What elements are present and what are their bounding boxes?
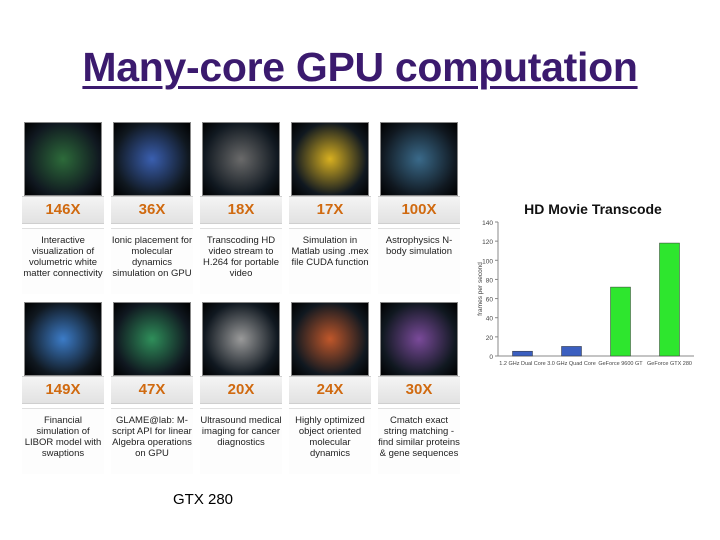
chart-title: HD Movie Transcode xyxy=(524,201,662,217)
bar xyxy=(512,350,533,357)
galaxy-image xyxy=(380,122,458,196)
tile-description: Astrophysics N-body simulation xyxy=(378,228,460,294)
y-tick-label: 60 xyxy=(486,297,494,304)
speedup-tile: 100X Astrophysics N-body simulation xyxy=(378,118,460,294)
molecule-image xyxy=(113,122,191,196)
speedup-tile: 149X Financial simulation of LIBOR model … xyxy=(22,298,104,474)
speedup-tile: 47X GLAME@lab: M-script API for linear Al… xyxy=(111,298,193,474)
speedup-label: 100X xyxy=(378,196,460,224)
speedup-tile: 146X Interactive visualization of volumet… xyxy=(22,118,104,294)
tile-description: Cmatch exact string matching - find simi… xyxy=(378,408,460,474)
brain-volume-image xyxy=(24,122,102,196)
speedup-label: 47X xyxy=(111,376,193,404)
slide-title: Many-core GPU computation xyxy=(82,44,638,90)
tile-description: Highly optimized object oriented molecul… xyxy=(289,408,371,474)
tile-description: Simulation in Matlab using .mex file CUD… xyxy=(289,228,371,294)
x-tick-label: 3.0 GHz Quad Core xyxy=(547,361,596,367)
speedup-grid: 146X Interactive visualization of volumet… xyxy=(22,118,462,478)
x-tick-label: GeForce GTX 280 xyxy=(647,361,692,367)
sequence-image xyxy=(380,302,458,376)
slide-caption: GTX 280 xyxy=(173,491,234,508)
heatmap-image xyxy=(291,122,369,196)
speedup-label: 18X xyxy=(200,196,282,224)
ultrasound-image xyxy=(202,302,280,376)
bar xyxy=(561,346,582,357)
tile-description: GLAME@lab: M-script API for linear Algeb… xyxy=(111,408,193,474)
tile-description: Ionic placement for molecular dynamics s… xyxy=(111,228,193,294)
finance-chart-image xyxy=(24,302,102,376)
bar xyxy=(659,242,680,357)
speedup-label: 17X xyxy=(289,196,371,224)
speedup-label: 146X xyxy=(22,196,104,224)
speedup-label: 24X xyxy=(289,376,371,404)
speedup-label: 30X xyxy=(378,376,460,404)
y-tick-label: 40 xyxy=(486,316,494,323)
tile-description: Interactive visualization of volumetric … xyxy=(22,228,104,294)
speedup-label: 20X xyxy=(200,376,282,404)
speedup-label: 36X xyxy=(111,196,193,224)
x-tick-label: GeForce 9600 GT xyxy=(598,361,643,367)
mesh-image xyxy=(113,302,191,376)
tile-description: Transcoding HD video stream to H.264 for… xyxy=(200,228,282,294)
tile-description: Financial simulation of LIBOR model with… xyxy=(22,408,104,474)
y-tick-label: 20 xyxy=(486,335,494,342)
video-frames-image xyxy=(202,122,280,196)
tile-description: Ultrasound medical imaging for cancer di… xyxy=(200,408,282,474)
speedup-label: 149X xyxy=(22,376,104,404)
speedup-tile: 24X Highly optimized object oriented mole… xyxy=(289,298,371,474)
speedup-tile: 20X Ultrasound medical imaging for cancer… xyxy=(200,298,282,474)
x-tick-label: 1.2 GHz Dual Core xyxy=(499,361,545,367)
y-tick-label: 100 xyxy=(482,258,493,265)
y-axis-label: frames per second xyxy=(477,262,484,316)
speedup-tile: 18X Transcoding HD video stream to H.264 … xyxy=(200,118,282,294)
y-tick-label: 140 xyxy=(482,220,493,227)
molecular-dynamics-image xyxy=(291,302,369,376)
bar xyxy=(610,286,631,357)
speedup-tile: 17X Simulation in Matlab using .mex file … xyxy=(289,118,371,294)
y-tick-label: 80 xyxy=(486,277,494,284)
y-tick-label: 120 xyxy=(482,239,493,246)
speedup-tile: 36X Ionic placement for molecular dynamic… xyxy=(111,118,193,294)
y-tick-label: 0 xyxy=(489,354,493,361)
bar-chart: 0 20 40 60 80 100 120 140 frames per second 1.2 G… xyxy=(477,220,694,367)
speedup-tile: 30X Cmatch exact string matching - find s… xyxy=(378,298,460,474)
